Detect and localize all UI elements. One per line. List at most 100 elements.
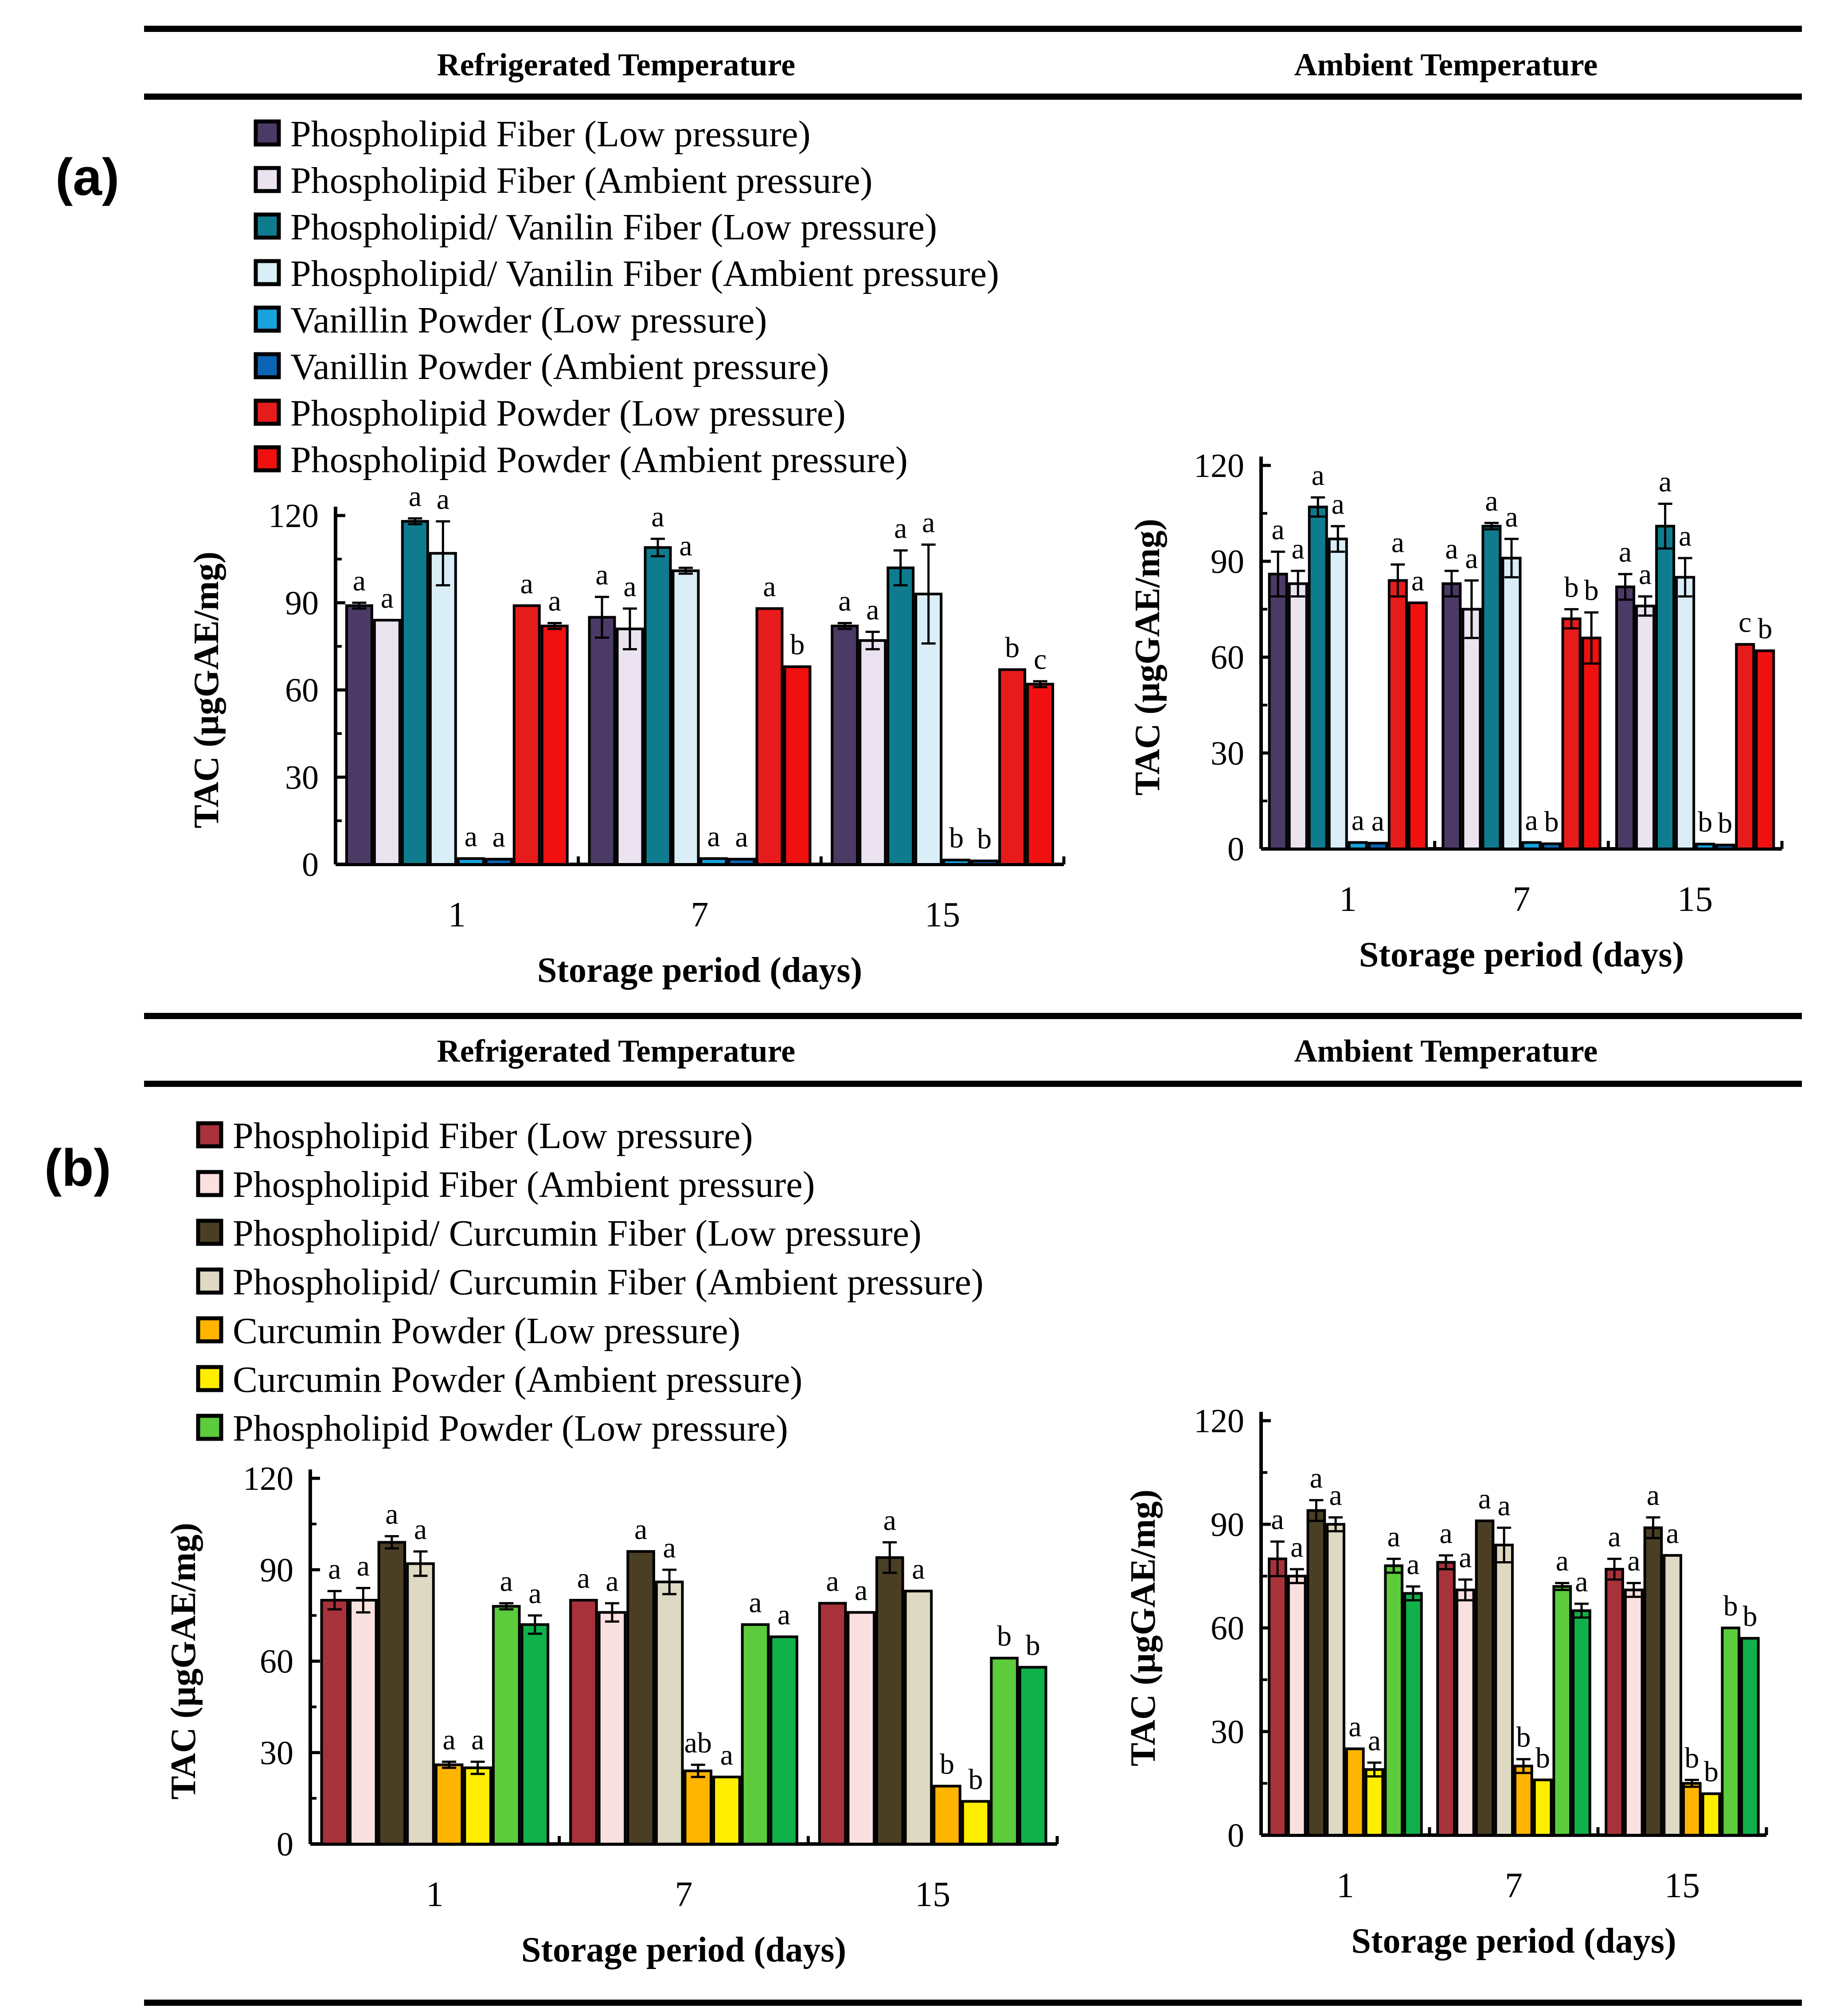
legend-label: Curcumin Powder (Ambient pressure) [233,1359,802,1400]
significance-letter: a [442,1723,455,1756]
significance-letter: c [1034,643,1047,676]
significance-letter: b [1704,1756,1719,1788]
panel-b-legend-item: Curcumin Powder (Low pressure) [196,1310,740,1352]
bar [1552,1585,1572,1836]
bar [1288,582,1308,851]
legend-label: Phospholipid/ Vanilin Fiber (Low pressur… [290,207,937,248]
legend-label: Phospholipid/ Vanilin Fiber (Ambient pre… [290,253,999,294]
bar [990,1657,1019,1845]
bar [463,1766,492,1845]
bar [998,668,1027,866]
x-tick-label: 7 [1505,1866,1523,1905]
bar [1384,1564,1404,1836]
panel-b-header-refrigerated: Refrigerated Temperature [437,1033,795,1069]
y-axis-title: TAC (µgGAE/mg) [164,1523,203,1800]
legend-swatch [254,259,281,286]
bar [1624,1588,1644,1837]
bar [1635,605,1656,850]
y-axis-title: TAC (µgGAE/mg) [1124,1489,1163,1766]
significance-letter: a [707,820,720,853]
y-tick-label: 120 [1194,447,1244,484]
panel-b-legend-item: Phospholipid Fiber (Low pressure) [196,1115,753,1156]
bar [492,1605,521,1845]
panel-a-legend-item: Phospholipid/ Vanilin Fiber (Ambient pre… [254,253,999,294]
bar [1018,1666,1047,1845]
panel-b-legend-item: Phospholipid/ Curcumin Fiber (Low pressu… [196,1213,922,1254]
legend-swatch [196,1170,223,1197]
significance-letter: a [883,1504,896,1536]
bar [429,552,457,866]
significance-letter: a [437,483,449,516]
bar [942,859,971,866]
significance-letter: a [1627,1545,1640,1577]
bar [1581,637,1602,850]
panel-b-legend-item: Phospholipid/ Curcumin Fiber (Ambient pr… [196,1262,984,1303]
y-tick-label: 30 [285,759,319,796]
legend-label: Phospholipid/ Curcumin Fiber (Ambient pr… [233,1262,984,1303]
significance-letter: b [1005,632,1020,664]
bar [1643,1526,1663,1837]
y-tick-label: 120 [243,1460,293,1497]
bar [904,1590,933,1845]
bar [1675,576,1695,850]
significance-letter: b [790,629,805,661]
legend-panel-a: Phospholipid Fiber (Low pressure) Phospho… [254,113,999,481]
bar [1367,842,1388,851]
x-tick-label: 1 [426,1875,444,1914]
significance-letter: a [1272,514,1285,546]
significance-letter: a [1505,501,1518,533]
significance-letter: a [735,821,748,853]
panel-b-label: (b) [44,1139,111,1197]
significance-letter: a [855,1575,867,1607]
significance-letter: a [1679,520,1691,552]
significance-letter: a [1465,543,1478,575]
significance-letter: b [1584,574,1599,607]
significance-letter: a [1368,1724,1381,1757]
x-tick-label: 7 [1513,880,1531,919]
panel-a-legend-item: Phospholipid Powder (Ambient pressure) [254,439,908,481]
significance-letter: a [1575,1566,1588,1598]
legend-swatch [254,119,281,147]
significance-letter: a [1647,1479,1660,1512]
significance-letter: a [1387,1521,1400,1553]
legend-label: Curcumin Powder (Low pressure) [233,1310,740,1352]
bar [598,1611,627,1845]
x-tick-label: 1 [1336,1866,1354,1905]
bar [1715,844,1735,850]
bar [755,607,784,866]
significance-letter: a [1310,1462,1323,1494]
bar [512,604,541,866]
bar [684,1770,713,1845]
bar [1701,1792,1721,1836]
significance-letter: a [1556,1545,1569,1577]
bar [540,625,569,866]
significance-letter: a [1619,536,1632,568]
y-tick-label: 0 [277,1826,293,1863]
bar [1501,557,1522,850]
significance-letter: a [1329,1479,1342,1512]
bar [373,619,401,866]
bar [520,1623,550,1845]
significance-letter: b [1564,571,1579,603]
significance-letter: a [826,1565,839,1598]
bar [1287,1575,1307,1836]
y-tick-label: 60 [285,672,319,709]
bar [401,520,429,866]
legend-swatch [196,1219,223,1246]
significance-letter: a [1292,533,1305,565]
bar [1268,1557,1287,1837]
significance-letter: a [1439,1517,1452,1550]
significance-letter: a [465,820,477,853]
bar [875,1556,904,1845]
panel-a-label: (a) [55,148,119,207]
significance-letter: ab [684,1727,712,1759]
x-tick-label: 15 [915,1875,950,1914]
significance-letter: a [922,507,935,539]
significance-letter: a [414,1513,427,1546]
legend-swatch [254,305,281,333]
bar [712,1775,741,1845]
x-axis-title: Storage period (days) [537,951,862,990]
